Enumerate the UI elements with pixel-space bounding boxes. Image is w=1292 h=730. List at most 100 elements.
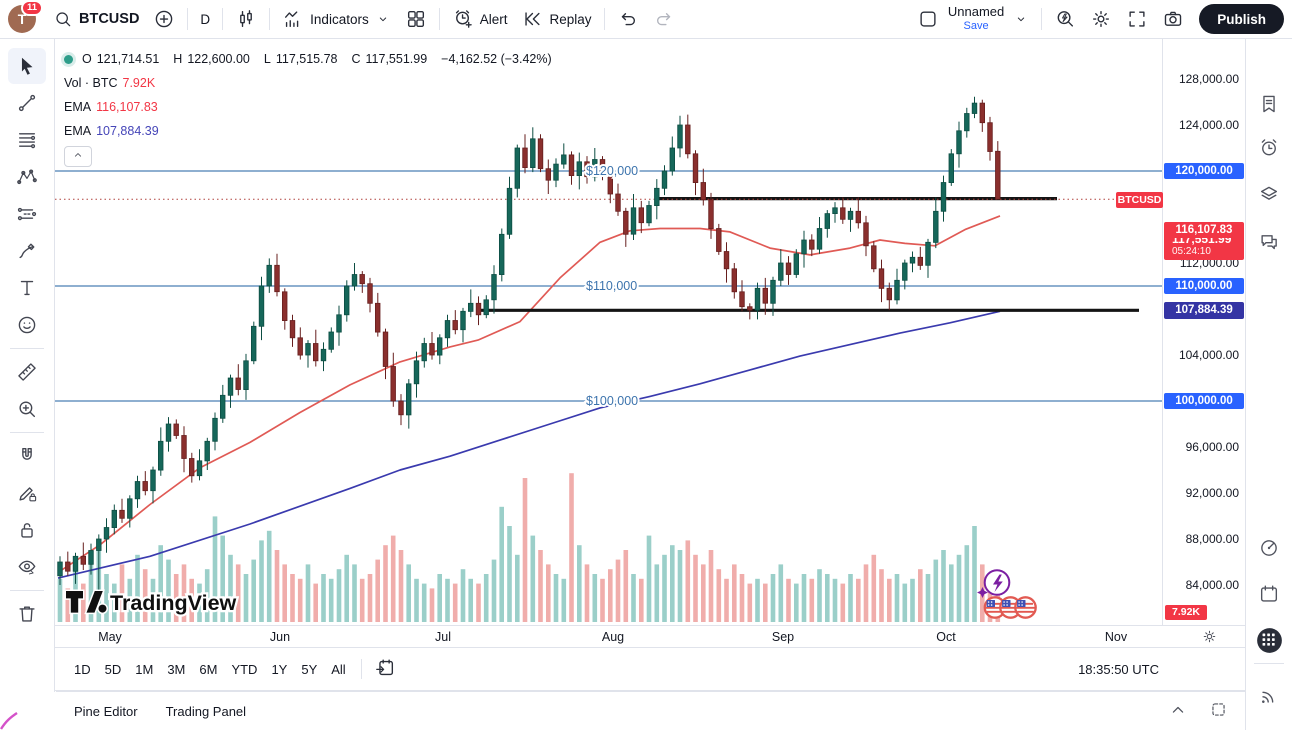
alert-button[interactable]: Alert bbox=[445, 3, 515, 35]
svg-text:$110,000: $110,000 bbox=[586, 279, 637, 293]
tab-trading-panel[interactable]: Trading Panel bbox=[156, 698, 256, 725]
go-to-date-button[interactable] bbox=[370, 655, 400, 683]
search-icon bbox=[53, 9, 73, 29]
price-chart[interactable]: TradingView $120,000 $110,000 $100,000 bbox=[55, 39, 1162, 625]
sidebar-watchlist-button[interactable] bbox=[1251, 84, 1287, 124]
divider bbox=[438, 8, 440, 30]
close-label: C bbox=[351, 52, 361, 66]
notification-badge: 11 bbox=[20, 0, 43, 17]
tool-drawing-lock[interactable] bbox=[8, 475, 46, 511]
layout-name: Unnamed bbox=[947, 4, 1005, 20]
volume-row[interactable]: Vol · BTC 7.92K bbox=[64, 74, 552, 92]
tool-pattern-xabcd[interactable] bbox=[8, 159, 46, 195]
bottom-panel-bar: Pine Editor Trading Panel bbox=[56, 691, 1245, 730]
panel-expand-button[interactable] bbox=[1165, 698, 1191, 724]
range-ytd-button[interactable]: YTD bbox=[224, 658, 264, 681]
tool-remove-drawings[interactable] bbox=[8, 596, 46, 632]
open-label: O bbox=[82, 52, 92, 66]
price-axis[interactable]: 128,000.00 124,000.00 112,000.00 104,000.00… bbox=[1162, 39, 1245, 625]
chart-style-button[interactable] bbox=[228, 3, 264, 35]
sidebar-streams-button[interactable] bbox=[1251, 676, 1287, 716]
ema-slow-row[interactable]: EMA 107,884.39 bbox=[64, 122, 552, 140]
time-tick-month: Jul bbox=[435, 630, 451, 644]
tool-brush[interactable] bbox=[8, 233, 46, 269]
range-5d-button[interactable]: 5D bbox=[98, 658, 129, 681]
ema-fast-price-badge: 116,107.83 bbox=[1164, 222, 1244, 238]
range-1y-button[interactable]: 1Y bbox=[264, 658, 294, 681]
tool-trend-line[interactable] bbox=[8, 85, 46, 121]
ema-slow-value: 107,884.39 bbox=[96, 124, 159, 138]
layout-name-block[interactable]: Unnamed Save bbox=[946, 4, 1006, 33]
low-label: L bbox=[263, 52, 271, 66]
range-1m-button[interactable]: 1M bbox=[128, 658, 160, 681]
range-5y-button[interactable]: 5Y bbox=[294, 658, 324, 681]
publish-button[interactable]: Publish bbox=[1199, 4, 1284, 34]
sidebar-chat-button[interactable] bbox=[1251, 222, 1287, 262]
ema-label: EMA bbox=[64, 124, 92, 138]
sidebar-object-tree-button[interactable] bbox=[1251, 174, 1287, 214]
chevron-up-icon bbox=[71, 148, 85, 165]
indicators-button[interactable]: Indicators bbox=[275, 3, 398, 35]
flag-sticker bbox=[1014, 596, 1037, 619]
ema-fast-row[interactable]: EMA 116,107.83 bbox=[64, 98, 552, 116]
divider bbox=[603, 8, 605, 30]
top-toolbar: T 11 BTCUSD D Indicators Alert bbox=[0, 0, 1292, 39]
tool-text-tool[interactable] bbox=[8, 270, 46, 306]
range-6m-button[interactable]: 6M bbox=[192, 658, 224, 681]
indicator-templates-button[interactable] bbox=[398, 3, 434, 35]
sidebar-help-button[interactable] bbox=[1251, 722, 1287, 730]
open-value: 121,714.51 bbox=[96, 52, 160, 66]
user-avatar[interactable]: T 11 bbox=[8, 0, 43, 33]
indicators-icon bbox=[282, 8, 304, 30]
settings-button[interactable] bbox=[1083, 3, 1119, 35]
sidebar-calendar-button[interactable] bbox=[1251, 574, 1287, 614]
clock-utc[interactable]: 18:35:50 UTC bbox=[1078, 661, 1159, 677]
ohlc-row[interactable]: O 121,714.51 H 122,600.00 L 117,515.78 C 117… bbox=[64, 50, 552, 68]
redo-button[interactable] bbox=[646, 3, 682, 35]
interval-button[interactable]: D bbox=[193, 3, 217, 35]
tool-forecast[interactable] bbox=[8, 196, 46, 232]
tool-zoom-in[interactable] bbox=[8, 391, 46, 427]
go-to-date-icon bbox=[374, 657, 396, 682]
range-1d-button[interactable]: 1D bbox=[67, 658, 98, 681]
fullscreen-icon bbox=[1126, 8, 1148, 30]
tool-lock-all[interactable] bbox=[8, 512, 46, 548]
layout-square-icon bbox=[917, 8, 939, 30]
price-tick: 128,000.00 bbox=[1178, 72, 1239, 86]
tool-hide-drawings[interactable] bbox=[8, 549, 46, 585]
fullscreen-button[interactable] bbox=[1119, 3, 1155, 35]
range-3m-button[interactable]: 3M bbox=[160, 658, 192, 681]
sidebar-apps-button[interactable] bbox=[1251, 620, 1287, 660]
price-tick: 124,000.00 bbox=[1178, 118, 1239, 132]
panel-restore-button[interactable] bbox=[1205, 698, 1231, 724]
decoration-drawing-corner bbox=[0, 712, 18, 730]
tool-pointer[interactable] bbox=[8, 48, 46, 84]
time-tick-month: Nov bbox=[1104, 630, 1128, 644]
tool-emoji[interactable] bbox=[8, 307, 46, 343]
sidebar-scanner-button[interactable] bbox=[1251, 528, 1287, 568]
undo-button[interactable] bbox=[610, 3, 646, 35]
svg-text:$100,000: $100,000 bbox=[586, 394, 638, 408]
time-tick-month: Sep bbox=[771, 630, 795, 644]
range-all-button[interactable]: All bbox=[324, 658, 352, 681]
tool-horizontal-lines[interactable] bbox=[8, 122, 46, 158]
replay-button[interactable]: Replay bbox=[514, 3, 598, 35]
legend-collapse-button[interactable] bbox=[64, 146, 92, 167]
symbol-search-button[interactable]: BTCUSD bbox=[46, 3, 146, 35]
symbol-name: BTCUSD bbox=[79, 11, 140, 27]
layout-select-button[interactable] bbox=[910, 3, 946, 35]
tool-ruler[interactable] bbox=[8, 354, 46, 390]
time-axis[interactable]: May Jun Jul Aug Sep Oct Nov bbox=[55, 625, 1245, 648]
level-price-badge: 120,000.00 bbox=[1164, 163, 1244, 179]
tab-pine-editor[interactable]: Pine Editor bbox=[64, 698, 148, 725]
quick-search-button[interactable] bbox=[1047, 3, 1083, 35]
compare-add-symbol-button[interactable] bbox=[146, 3, 182, 35]
sidebar-alerts-button[interactable] bbox=[1251, 128, 1287, 168]
divider bbox=[10, 590, 44, 591]
axis-settings-button[interactable] bbox=[1195, 628, 1223, 647]
tool-magnet[interactable] bbox=[8, 438, 46, 474]
layout-menu-chevron[interactable] bbox=[1006, 3, 1036, 35]
snapshot-button[interactable] bbox=[1155, 3, 1191, 35]
time-tick-month: Aug bbox=[601, 630, 625, 644]
save-link[interactable]: Save bbox=[963, 20, 989, 33]
